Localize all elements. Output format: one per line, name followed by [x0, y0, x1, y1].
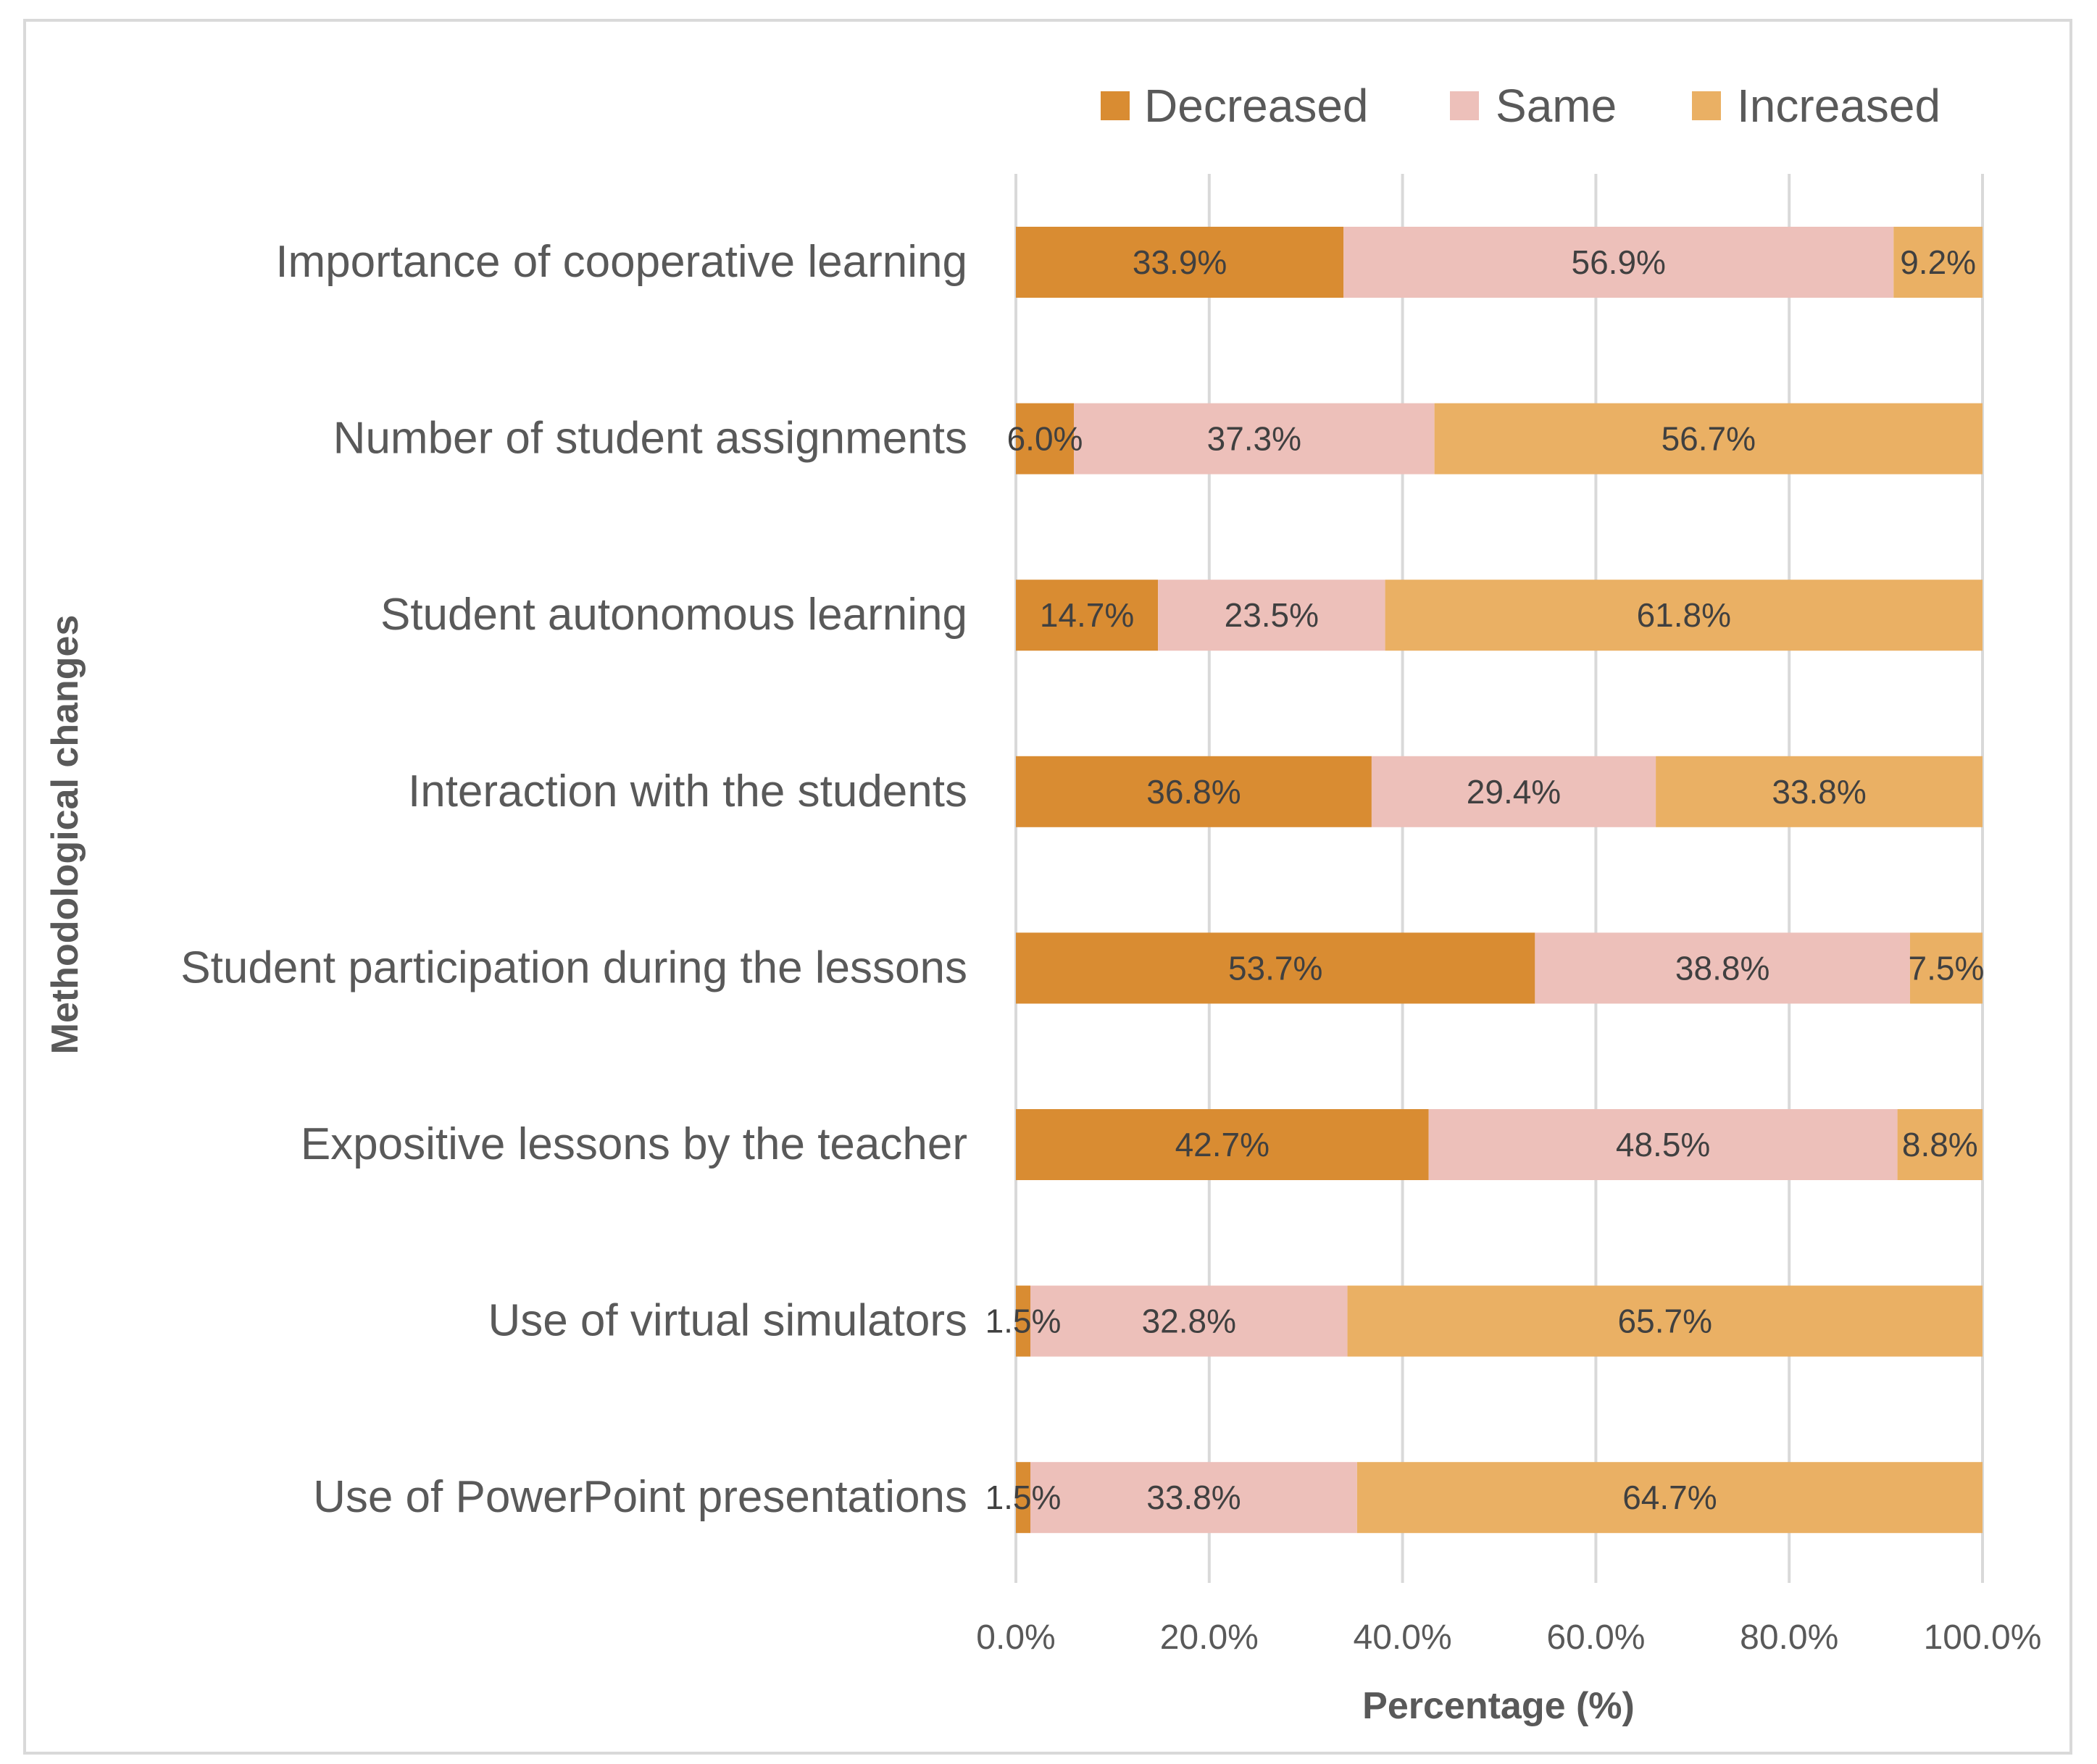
bar-decreased	[1016, 403, 1075, 475]
category-label: Interaction with the students	[408, 766, 967, 816]
category-label: Expositive lessons by the teacher	[301, 1119, 967, 1169]
bar-decreased	[1016, 932, 1535, 1004]
legend-swatch-increased	[1692, 91, 1721, 120]
data-label-same: 37.3%	[1207, 420, 1301, 458]
data-label-increased: 56.7%	[1662, 420, 1756, 458]
x-tick-label: 20.0%	[1160, 1618, 1259, 1657]
bar-increased	[1656, 756, 1983, 827]
data-label-increased: 8.8%	[1902, 1126, 1978, 1163]
x-tick-label: 60.0%	[1546, 1618, 1645, 1657]
data-label-same: 38.8%	[1675, 949, 1769, 987]
bar-decreased	[1016, 227, 1344, 298]
data-label-decreased: 53.7%	[1228, 949, 1322, 987]
x-tick-label: 40.0%	[1354, 1618, 1452, 1657]
x-tick-label: 100.0%	[1924, 1618, 2042, 1657]
data-label-increased: 33.8%	[1772, 773, 1866, 811]
bar-same	[1030, 1285, 1348, 1357]
data-label-same: 23.5%	[1225, 596, 1319, 634]
data-label-decreased: 42.7%	[1175, 1126, 1270, 1163]
bar-increased	[1347, 1285, 1983, 1357]
data-label-decreased: 1.5%	[985, 1303, 1062, 1340]
bar-same	[1030, 1462, 1357, 1534]
data-label-increased: 7.5%	[1909, 949, 1985, 987]
bar-same	[1158, 580, 1385, 651]
bar-increased	[1434, 403, 1983, 475]
bar-decreased	[1016, 1285, 1031, 1357]
data-label-increased: 9.2%	[1900, 243, 1976, 281]
legend-label-decreased: Decreased	[1144, 80, 1369, 132]
bar-same	[1535, 932, 1910, 1004]
data-label-same: 48.5%	[1616, 1126, 1710, 1163]
bar-increased	[1385, 580, 1983, 651]
y-axis-title: Methodological changes	[44, 615, 86, 1055]
data-label-decreased: 1.5%	[985, 1479, 1062, 1516]
x-tick-label: 80.0%	[1740, 1618, 1838, 1657]
bar-decreased	[1016, 756, 1372, 827]
bar-decreased	[1016, 1109, 1429, 1180]
bar-same	[1343, 227, 1894, 298]
category-label: Number of student assignments	[333, 414, 967, 464]
bar-increased	[1356, 1462, 1983, 1534]
bar-increased	[1893, 227, 1983, 298]
bar-decreased	[1016, 580, 1159, 651]
category-label: Student participation during the lessons	[180, 942, 967, 992]
category-label: Use of virtual simulators	[488, 1296, 967, 1346]
bar-increased	[1897, 1109, 1983, 1180]
data-label-decreased: 36.8%	[1146, 773, 1241, 811]
legend-swatch-decreased	[1101, 91, 1130, 120]
legend-label-increased: Increased	[1737, 80, 1940, 132]
bar-same	[1074, 403, 1435, 475]
bar-same	[1428, 1109, 1898, 1180]
category-label: Importance of cooperative learning	[275, 237, 967, 287]
data-label-same: 56.9%	[1572, 243, 1666, 281]
legend-label-same: Same	[1496, 80, 1617, 132]
data-label-increased: 61.8%	[1637, 596, 1731, 634]
category-label: Use of PowerPoint presentations	[313, 1472, 967, 1522]
legend-swatch-same	[1450, 91, 1479, 120]
bar-same	[1371, 756, 1656, 827]
data-label-same: 33.8%	[1146, 1479, 1241, 1516]
bar-increased	[1909, 932, 1983, 1004]
bar-decreased	[1016, 1462, 1031, 1534]
data-label-same: 29.4%	[1467, 773, 1561, 811]
data-label-decreased: 14.7%	[1040, 596, 1134, 634]
data-label-increased: 65.7%	[1618, 1303, 1712, 1340]
x-axis-title: Percentage (%)	[1362, 1685, 1635, 1727]
data-label-increased: 64.7%	[1622, 1479, 1717, 1516]
data-label-same: 32.8%	[1142, 1303, 1236, 1340]
data-label-decreased: 6.0%	[1007, 420, 1083, 458]
category-label: Student autonomous learning	[380, 590, 967, 640]
data-label-decreased: 33.9%	[1133, 243, 1227, 281]
x-tick-label: 0.0%	[976, 1618, 1055, 1657]
